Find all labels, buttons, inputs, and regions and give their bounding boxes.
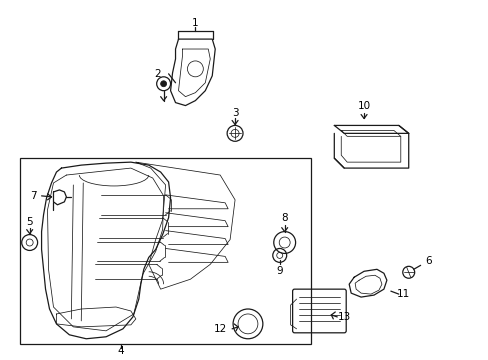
Text: 5: 5 bbox=[26, 217, 33, 227]
Text: 2: 2 bbox=[154, 69, 161, 79]
Text: 3: 3 bbox=[231, 108, 238, 117]
Bar bbox=[20, 158, 311, 344]
Text: 4: 4 bbox=[118, 346, 124, 356]
Text: 7: 7 bbox=[30, 191, 37, 201]
Text: 10: 10 bbox=[357, 100, 370, 111]
Text: 8: 8 bbox=[281, 213, 287, 223]
Text: 13: 13 bbox=[337, 312, 350, 322]
Text: 12: 12 bbox=[213, 324, 226, 334]
Text: 9: 9 bbox=[276, 266, 283, 276]
Circle shape bbox=[161, 81, 166, 87]
Text: 11: 11 bbox=[396, 289, 409, 299]
Text: 6: 6 bbox=[425, 256, 431, 266]
Text: 1: 1 bbox=[192, 18, 198, 28]
